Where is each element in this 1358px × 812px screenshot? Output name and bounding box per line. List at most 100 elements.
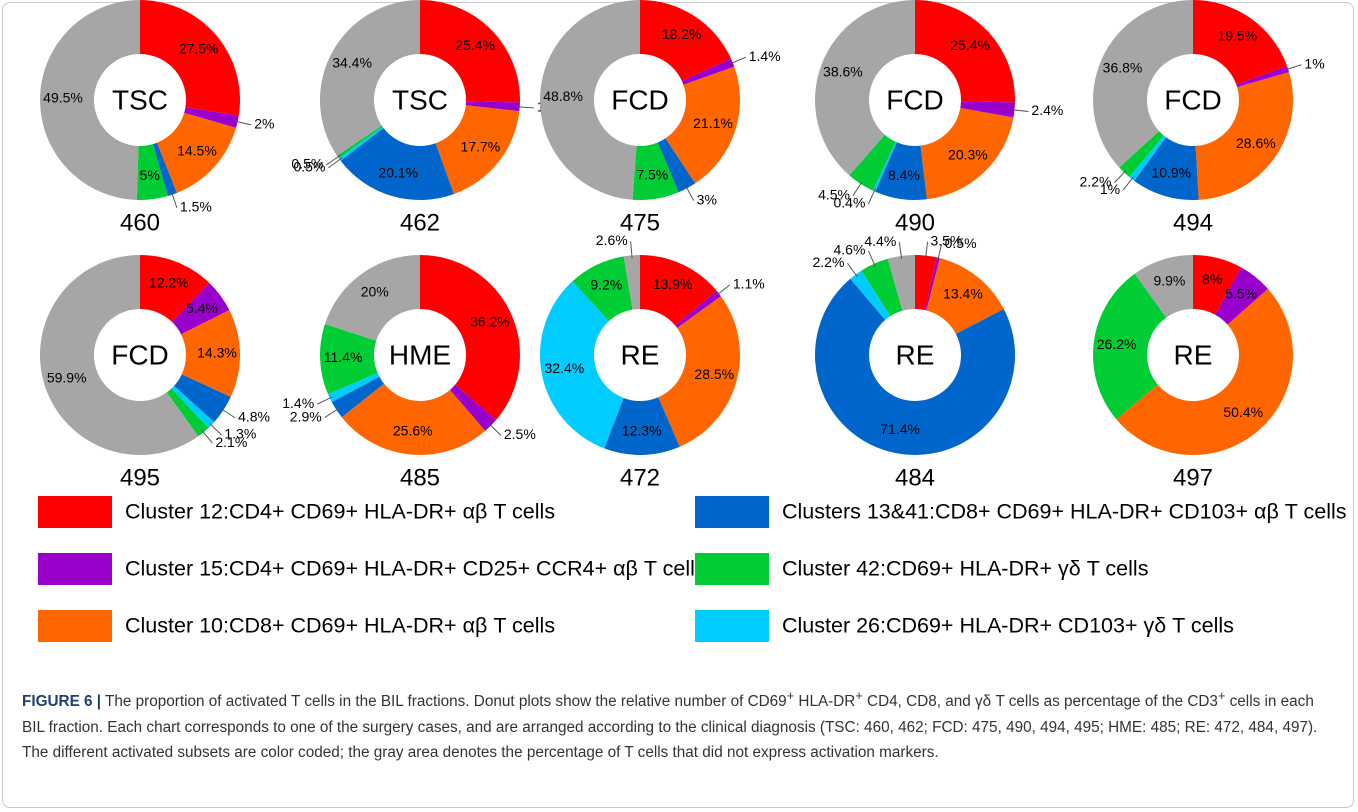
value-label: 1.4% (282, 395, 314, 411)
donut-segment (658, 296, 740, 447)
legend-swatch (695, 553, 769, 585)
donut-segment (925, 257, 940, 311)
value-label: 0.5% (291, 156, 323, 172)
legend-label: Cluster 12:CD4+ CD69+ HLA-DR+ αβ T cells (125, 500, 555, 524)
value-label: 4.4% (864, 233, 896, 249)
value-label: 26.2% (1097, 336, 1137, 352)
donut-segment (675, 290, 721, 328)
donut-segment (136, 144, 168, 200)
leader-line (1114, 169, 1127, 183)
leader-line (234, 120, 252, 126)
value-label: 8.4% (888, 167, 920, 183)
leader-line (898, 242, 903, 259)
case-label: 462 (400, 209, 440, 236)
donut-segment (171, 385, 215, 428)
leader-line (220, 408, 236, 419)
value-label: 28.5% (694, 366, 734, 382)
case-label: 472 (620, 464, 660, 491)
legend-label: Cluster 42:CD69+ HLA-DR+ γδ T cells (782, 557, 1148, 581)
donut-segment (338, 126, 384, 161)
legend-swatch (38, 553, 112, 585)
donut-segment (1195, 72, 1293, 200)
value-label: 28.6% (1236, 135, 1276, 151)
leader-line (1122, 176, 1134, 191)
center-label: HME (389, 339, 451, 370)
value-label: 1.5% (180, 199, 212, 215)
donut-segment (184, 107, 239, 128)
center-label: TSC (112, 84, 168, 115)
donut-segment (1119, 131, 1164, 178)
donut-segment (435, 105, 520, 195)
donut-segment (140, 255, 210, 322)
leader-line (685, 185, 695, 201)
center-label: FCD (1164, 84, 1222, 115)
leader-line (852, 181, 863, 196)
donut-segment (1093, 273, 1167, 420)
value-label: 1.3% (224, 426, 256, 442)
center-label: FCD (886, 84, 944, 115)
value-label: 21.1% (693, 115, 733, 131)
value-label: 19.5% (1217, 28, 1257, 44)
value-label: 0.5% (945, 235, 977, 251)
donut-segment (572, 256, 633, 322)
center-label: FCD (611, 84, 669, 115)
value-label: 49.5% (43, 89, 83, 105)
leader-line (170, 191, 178, 209)
donut-segment (849, 134, 896, 191)
donut-segment (604, 397, 680, 455)
donut-segment (1236, 66, 1290, 88)
value-label: 20% (361, 283, 389, 299)
value-label: 5.5% (1225, 286, 1257, 302)
leader-line (1285, 64, 1302, 71)
donut-segment (632, 142, 679, 200)
donut-segment (640, 0, 732, 81)
donut-segment (926, 258, 1004, 334)
value-label: 3% (697, 191, 717, 207)
value-label: 4.8% (238, 409, 270, 425)
value-label: 14.5% (177, 143, 217, 159)
caption: FIGURE 6 | The proportion of activated T… (22, 683, 1332, 766)
case-label: 475 (620, 209, 660, 236)
center-label: RE (1174, 339, 1213, 370)
leader-line (1011, 109, 1029, 112)
value-label: 10.9% (1151, 165, 1191, 181)
caption-sup: + (855, 688, 863, 703)
value-label: 20.1% (378, 165, 418, 181)
donut-segment (915, 255, 937, 311)
leader-line (937, 244, 943, 261)
donut-segment (872, 141, 897, 192)
donut-segment (875, 142, 927, 200)
donut-segment (331, 376, 385, 418)
donut-segment (1134, 137, 1199, 200)
value-label: 27.5% (179, 41, 219, 57)
leader-line (488, 423, 502, 436)
value-label: 14.3% (197, 344, 237, 360)
value-label: 1.1% (733, 276, 765, 292)
donut-segment (960, 101, 1015, 118)
donut-segment (657, 138, 696, 193)
donut-segment (539, 0, 640, 200)
value-label: 9.9% (1153, 272, 1185, 288)
leader-line (716, 284, 731, 296)
legend-label: Clusters 13&41:CD8+ CD69+ HLA-DR+ CD103+… (782, 500, 1347, 524)
value-label: 32.4% (545, 360, 585, 376)
value-label: 1% (1304, 55, 1324, 71)
value-label: 0.5% (293, 159, 325, 175)
donut-segment (681, 58, 735, 85)
donut-segment (166, 388, 209, 437)
legend-swatch (38, 496, 112, 528)
center-label: FCD (111, 339, 169, 370)
value-label: 17.7% (461, 138, 501, 154)
donut-segment (1093, 0, 1193, 168)
donut-segment (319, 0, 420, 156)
value-label: 2.9% (290, 408, 322, 424)
value-label: 11.4% (324, 349, 363, 365)
value-label: 3.5% (931, 232, 963, 248)
leader-line (516, 106, 534, 109)
leader-line (324, 407, 340, 419)
legend-swatch (695, 610, 769, 642)
value-label: 34.4% (332, 54, 372, 70)
case-label: 484 (895, 464, 935, 491)
case-label: 460 (120, 209, 160, 236)
caption-text: The proportion of activated T cells in t… (101, 693, 787, 711)
